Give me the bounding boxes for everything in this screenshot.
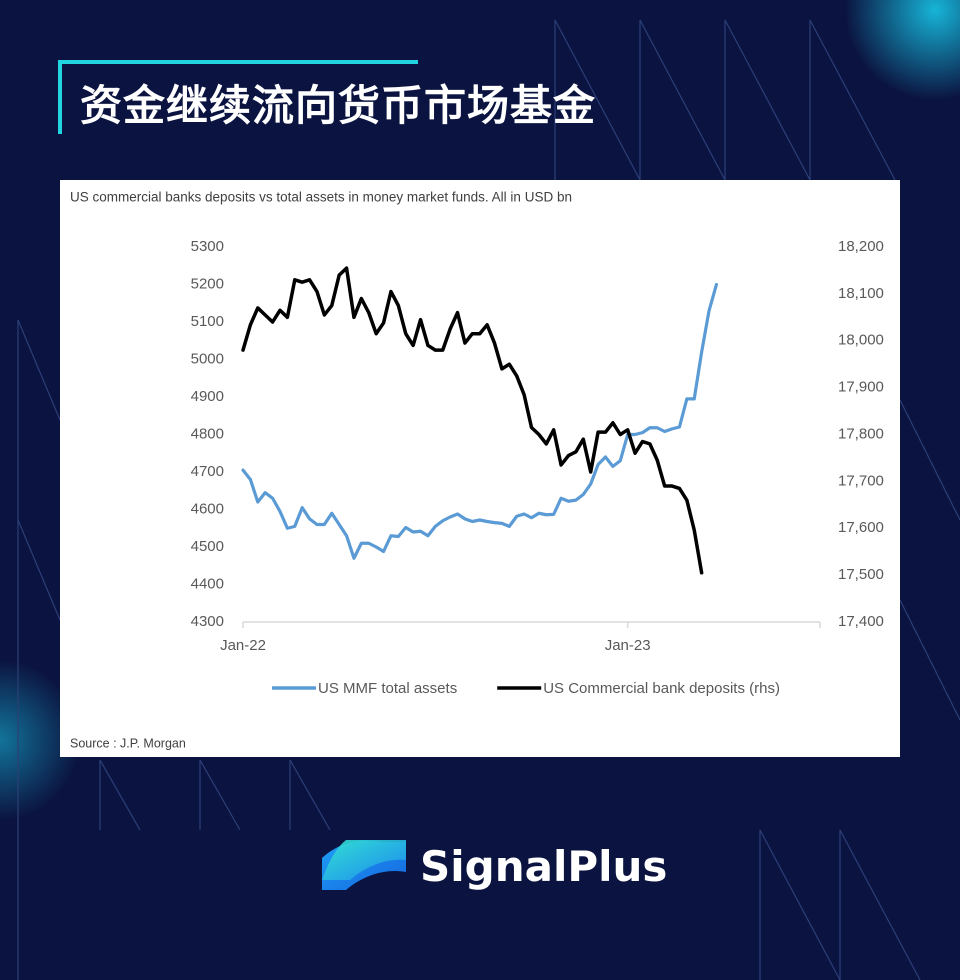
chart: US commercial banks deposits vs total as… [70, 190, 884, 751]
y2-tick-label: 17,500 [838, 566, 884, 583]
y-tick-label: 4900 [191, 388, 224, 405]
y2-tick-label: 17,600 [838, 519, 884, 536]
y2-tick-label: 17,800 [838, 425, 884, 442]
chart-card: US commercial banks deposits vs total as… [60, 180, 900, 757]
chart-title: US commercial banks deposits vs total as… [70, 190, 572, 205]
legend-label: US Commercial bank deposits (rhs) [543, 680, 780, 697]
decor-lines [17, 19, 960, 980]
y-tick-label: 4400 [191, 575, 224, 592]
y2-tick-label: 18,000 [838, 332, 884, 349]
series-line [241, 266, 704, 575]
title: 资金继续流向货币市场基金 [80, 81, 597, 130]
y2-tick-label: 17,700 [838, 472, 884, 489]
series-line [241, 282, 719, 560]
y-tick-label: 4600 [191, 500, 224, 517]
y-tick-label: 5100 [191, 313, 224, 330]
y-tick-label: 5000 [191, 350, 224, 367]
glow [845, 0, 960, 100]
source: Source : J.P. Morgan [70, 736, 186, 750]
y-tick-label: 4500 [191, 538, 224, 555]
y-tick-label: 4300 [191, 613, 224, 630]
accent-line [58, 60, 62, 134]
y-tick-label: 5300 [191, 238, 224, 255]
y2-tick-label: 18,100 [838, 285, 884, 302]
y-tick-label: 4700 [191, 463, 224, 480]
x-tick-label: Jan-23 [605, 637, 651, 654]
accent-line [58, 60, 418, 64]
glow [0, 660, 80, 820]
brand: SignalPlus [420, 842, 668, 891]
y2-tick-label: 18,200 [838, 238, 884, 255]
y-tick-label: 4800 [191, 425, 224, 442]
y2-tick-label: 17,900 [838, 379, 884, 396]
y-tick-label: 5200 [191, 275, 224, 292]
logo-icon [322, 840, 406, 880]
x-tick-label: Jan-22 [220, 637, 266, 654]
legend-label: US MMF total assets [318, 680, 457, 697]
y2-tick-label: 17,400 [838, 613, 884, 630]
